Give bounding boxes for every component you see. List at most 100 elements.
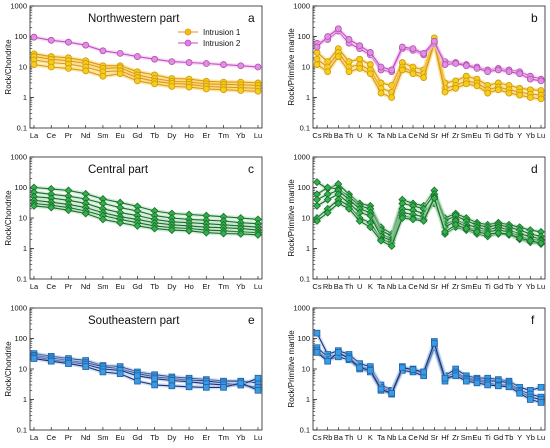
y-tick-label: 10 [302,63,310,72]
data-point [334,25,342,33]
data-point [399,364,406,372]
y-axis-label: Rock/Chondrite [4,190,13,246]
series-line [316,197,542,247]
panel-b-rock-primitive-mantle-northwestern: 0.1 1 10 100 1000 Cs Rb Ba Th U K Ta Nb La Ce Nd Sr Hf Zr S… [287,2,546,140]
x-tick-label: Tb [150,433,159,442]
panel-e-rock-chondrite-southeastern: 0.1 1 10 100 1000 La Ce Pr Nd Sm Eu Gd Tb Dy Ho Er Tm Yb L… [4,304,263,442]
x-tick-label: Yb [526,131,535,140]
data-point [168,377,176,384]
data-point [99,47,107,55]
data-point [526,236,535,245]
data-point [356,64,364,72]
x-tick-label: Hf [441,282,449,291]
y-axis-label: Rock/Primitive mantle [287,28,296,106]
x-tick-label: Lu [537,433,545,442]
data-point [99,72,107,80]
x-tick-label: Gd [493,131,503,140]
data-point [484,381,491,389]
data-point [537,239,545,248]
data-point [324,33,332,40]
data-point [116,218,125,227]
x-tick-label: Eu [116,433,125,442]
panel-letter: d [531,162,538,176]
x-tick-label: Nb [387,433,397,442]
x-tick-label: Ta [377,433,386,442]
data-point [151,375,158,383]
data-point [185,59,193,66]
x-tick-label: Ta [377,131,386,140]
data-point [366,70,374,78]
y-axis-label: Rock/Primitive mantle [287,179,296,257]
data-point [473,64,481,72]
x-tick-label: Cs [312,282,321,291]
x-tick-label: Er [203,282,211,291]
x-tick-label: Cs [312,433,321,442]
x-tick-label: Hf [441,131,449,140]
data-point [537,95,545,103]
data-point [462,80,470,88]
x-tick-label: La [398,282,407,291]
data-point [483,229,492,238]
data-point [377,236,385,245]
x-tick-label: Dy [167,131,176,140]
x-tick-label: Sm [461,131,472,140]
y-tick-label: 1 [306,395,310,404]
data-point [220,86,227,94]
x-tick-label: Y [517,282,522,291]
data-point [47,63,55,71]
x-tick-label: Nd [419,282,429,291]
panel-letter: c [248,162,254,176]
data-point [419,216,428,225]
data-point [441,88,449,96]
x-tick-label: Zr [452,131,460,140]
x-tick-label: Nd [419,433,429,442]
data-point [116,70,124,78]
x-tick-label: Er [203,433,211,442]
data-point [313,43,321,51]
x-tick-label: Gd [493,282,503,291]
x-tick-label: Rb [323,131,333,140]
data-point [203,384,210,391]
data-point [527,396,534,403]
y-tick-label: 100 [14,183,27,192]
x-tick-label: Tb [150,282,159,291]
x-tick-label: Ba [334,433,344,442]
x-tick-label: Pr [65,282,73,291]
x-tick-label: Nb [387,282,397,291]
x-tick-label: Sm [97,282,108,291]
panel-d-rock-primitive-mantle-central: 0.1 1 10 100 1000 Cs Rb Ba Th U K Ta Nb La Ce Nd Sr Hf Zr S… [287,153,546,291]
x-tick-label: Sr [431,131,439,140]
data-point [254,387,262,394]
data-point [495,382,502,390]
data-point [484,89,492,97]
data-point [220,384,227,391]
data-point [505,68,513,76]
panel-a-rock-chondrite-northwestern: 0.1 1 10 100 1000 La Ce Pr Nd Sm Eu Gd Tb Dy Ho Er Tm Yb L… [4,2,263,140]
panel-letter: b [531,11,538,25]
data-point [526,75,534,83]
data-point [47,357,55,365]
legend-entry: Intrusion 1 [203,28,241,37]
data-point [377,385,385,393]
x-tick-label: Tm [218,433,229,442]
y-tick-label: 10 [302,214,310,223]
data-point [254,87,262,95]
data-point [345,36,353,43]
x-tick-label: Th [345,131,354,140]
data-point [134,377,141,385]
data-point [356,364,363,372]
data-point [30,61,38,68]
data-point [334,53,342,60]
x-tick-label: Gd [132,433,142,442]
panel-title: Central part [88,164,149,176]
x-tick-label: Ce [46,282,56,291]
data-point [537,77,545,85]
x-tick-label: Th [345,433,354,442]
y-tick-label: 1 [306,93,310,102]
data-point [516,91,524,99]
data-point [220,61,227,68]
data-point [313,61,321,68]
data-point [366,223,375,232]
x-tick-label: Eu [472,433,481,442]
data-point [484,68,492,76]
